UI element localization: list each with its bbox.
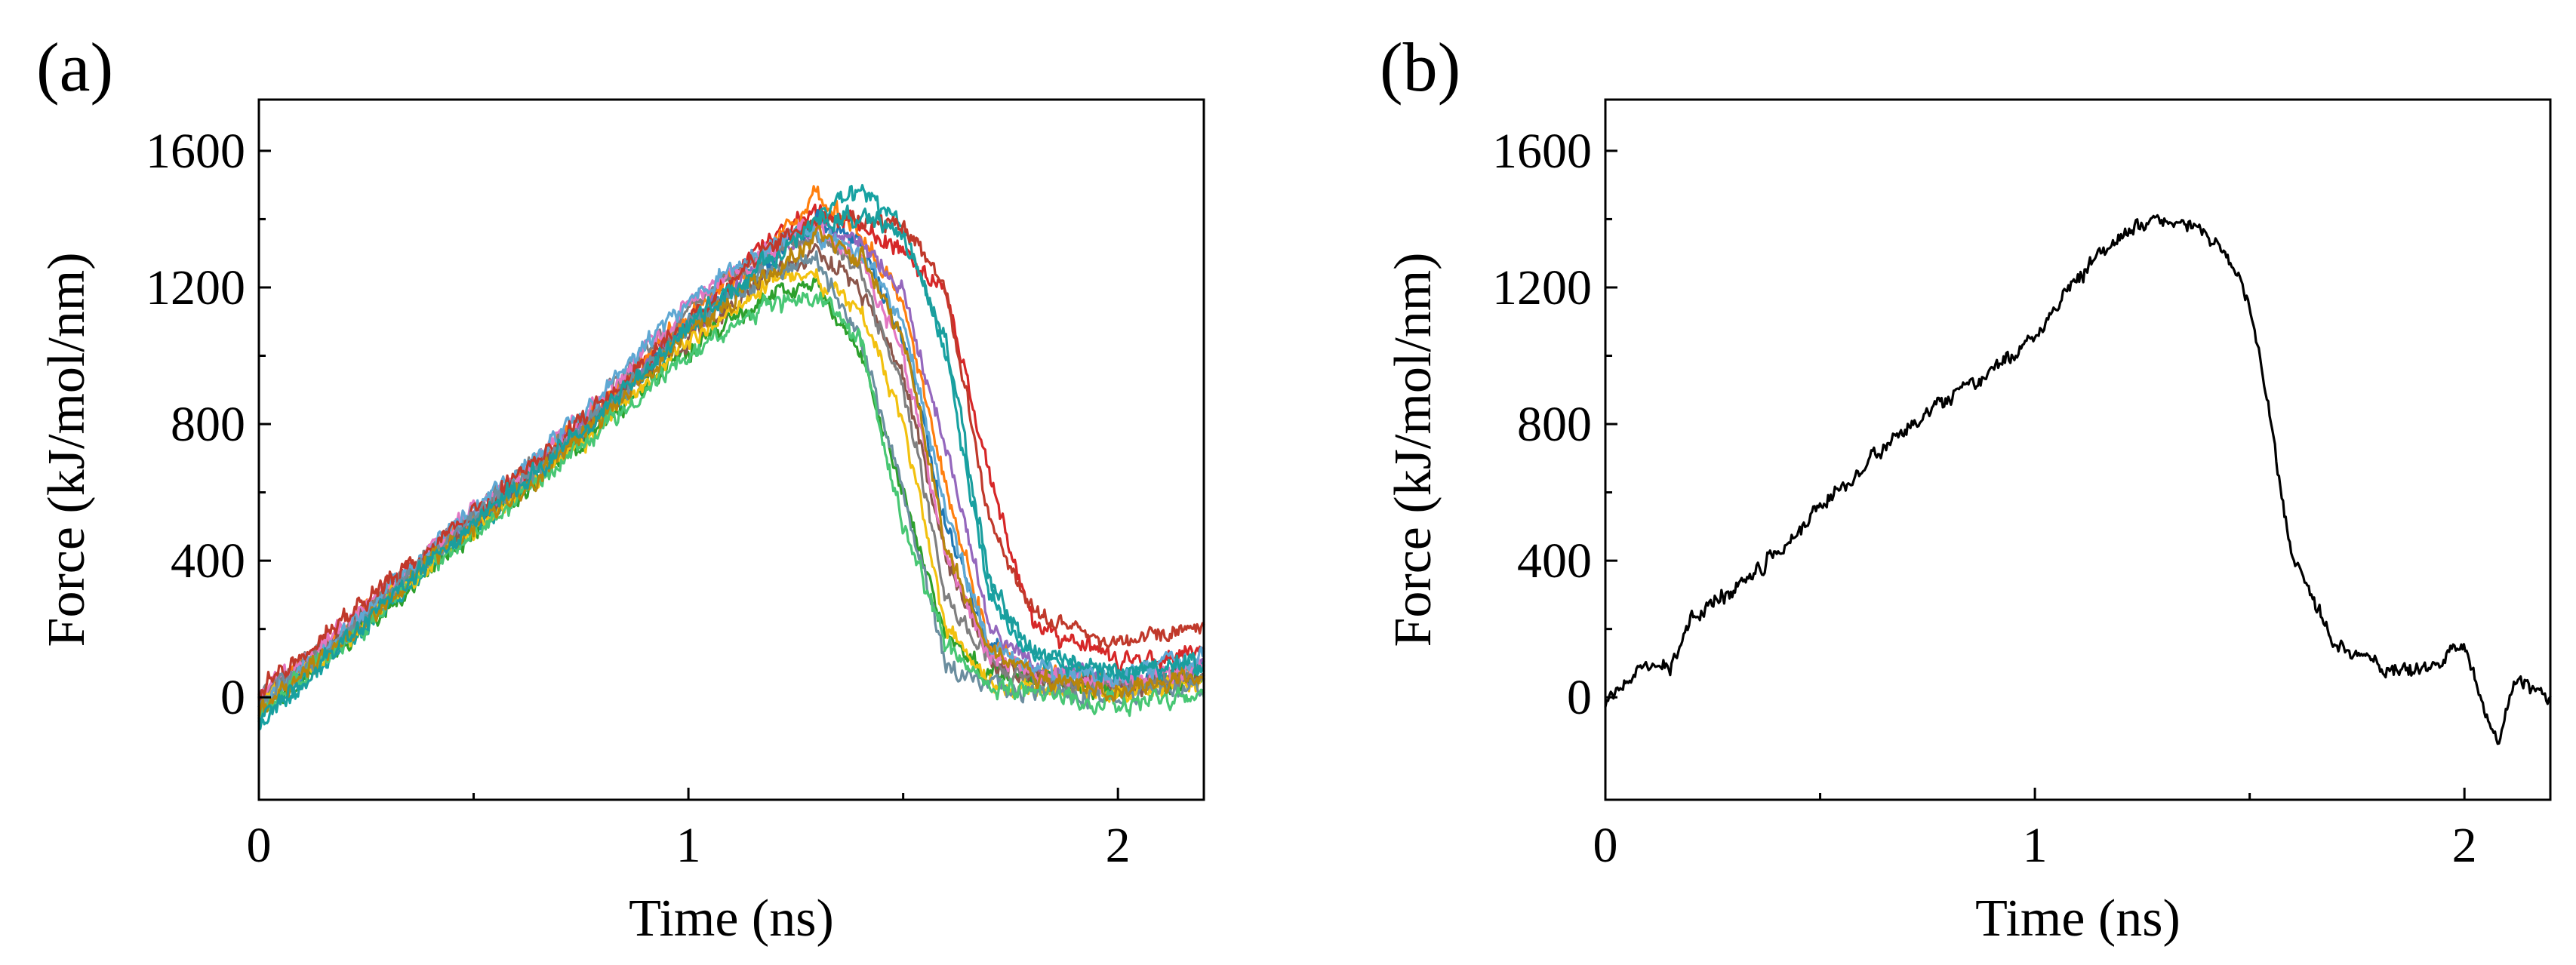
y-tick-label: 400 [1517,533,1592,589]
panel-a-chart: (a) 0 400 800 1200 1600 0 1 2 Time (ns) Force (kJ/… [36,29,1205,948]
y-tick-label: 800 [171,397,245,452]
x-tick-label: 0 [1593,818,1618,873]
y-tick-label: 0 [220,670,245,725]
series-line-16 [257,204,1205,724]
y-tick-label: 1600 [1492,124,1592,179]
y-axis-label: Force (kJ/mol/nm) [38,253,96,647]
x-axis-label: Time (ns) [1975,890,2181,948]
series-line-12 [257,210,1205,702]
series-line-1 [1604,214,2552,745]
series-group [1604,214,2552,745]
y-axis-label: Force (kJ/mol/nm) [1384,253,1442,647]
panel-label: (b) [1380,29,1460,106]
x-tick-label: 1 [2023,818,2048,873]
y-tick-label: 1200 [1492,260,1592,315]
y-tick-label: 1200 [146,260,245,315]
y-tick-label: 1600 [146,124,245,179]
series-line-4 [257,277,1205,718]
x-axis-label: Time (ns) [629,890,834,948]
plot-frame [257,98,1205,801]
x-tick-label: 2 [2452,818,2477,873]
y-tick-label: 400 [171,533,245,589]
y-tick-label: 0 [1567,670,1592,725]
plot-frame [1604,98,2552,801]
x-tick-label: 2 [1106,818,1131,873]
panel-b-chart: (b) 0 400 800 1200 1600 0 1 2 Time (ns) Force (kJ/… [1380,29,2552,948]
y-tick-label: 800 [1517,397,1592,452]
series-line-14 [257,291,1205,722]
series-group [257,183,1205,730]
x-tick-label: 1 [676,818,701,873]
x-tick-label: 0 [247,818,272,873]
panel-label: (a) [36,29,113,106]
